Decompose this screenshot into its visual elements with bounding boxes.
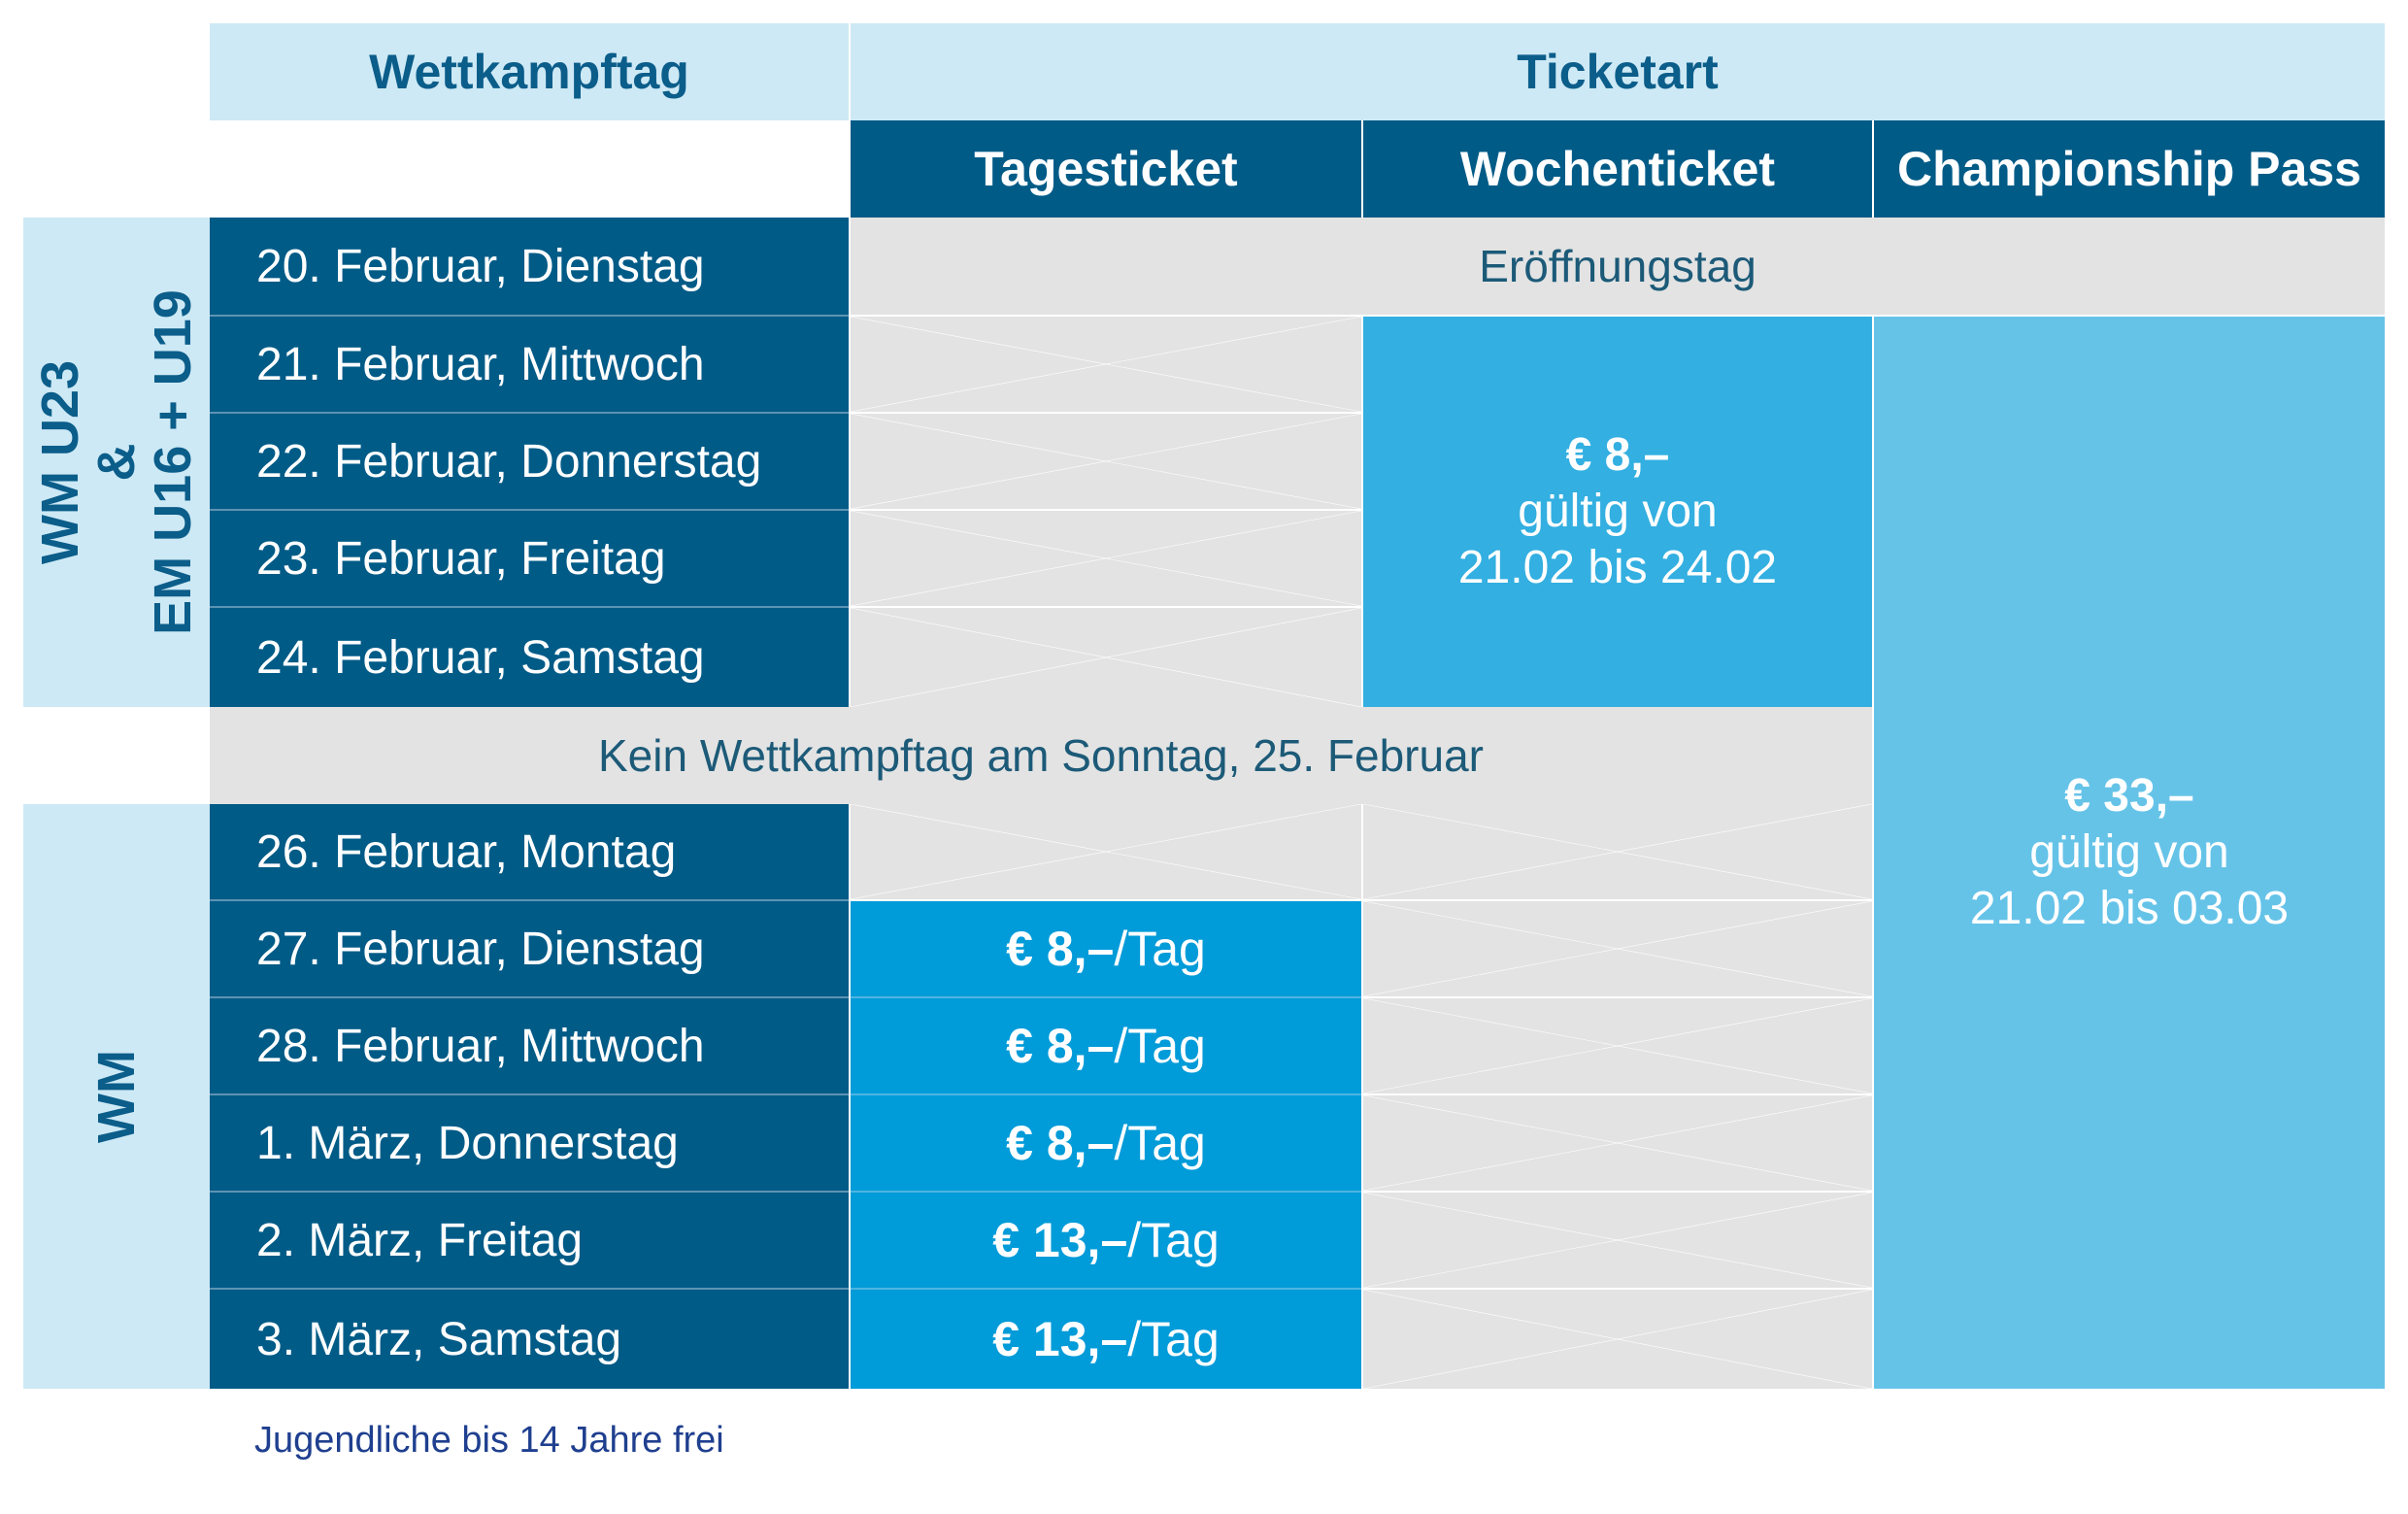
row-divider — [851, 1191, 1361, 1193]
header-wettkampftag-label: Wettkampftag — [369, 45, 689, 99]
unavailable-cell — [851, 804, 1361, 899]
unavailable-cell — [851, 414, 1361, 509]
header-championship-pass-label: Championship Pass — [1897, 142, 2361, 196]
unavailable-cell — [1363, 804, 1872, 899]
day-ticket-price-cell: € 8,–/Tag — [851, 1095, 1361, 1191]
cross-mark-icon — [851, 414, 1361, 509]
day-row-label: 24. Februar, Samstag — [210, 608, 849, 707]
day-row-label: 3. März, Samstag — [210, 1290, 849, 1389]
header-championship-pass: Championship Pass — [1874, 120, 2385, 218]
group-label-wm-u23-em-text: WM U23 & EM U16 + U19 — [31, 289, 203, 635]
cross-mark-icon — [1363, 1193, 1872, 1288]
cross-mark-icon — [1363, 901, 1872, 996]
cross-mark-icon — [851, 511, 1361, 606]
header-tagesticket-label: Tagesticket — [974, 142, 1238, 196]
cross-mark-icon — [1363, 1290, 1872, 1389]
day-row-label: 1. März, Donnerstag — [210, 1095, 849, 1191]
cross-mark-icon — [851, 317, 1361, 412]
championship-pass-price-block: € 33,– gültig von 21.02 bis 03.03 — [1874, 317, 2385, 1389]
day-ticket-price-cell: € 8,–/Tag — [851, 998, 1361, 1093]
day-row-label: 26. Februar, Montag — [210, 804, 849, 899]
cross-mark-icon — [1363, 804, 1872, 899]
day-ticket-price-cell: € 8,–/Tag — [851, 901, 1361, 996]
group-label-wm-text: WM — [86, 1050, 146, 1143]
row-divider — [210, 606, 849, 608]
unavailable-cell — [1363, 901, 1872, 996]
day-row-label: 22. Februar, Donnerstag — [210, 414, 849, 509]
day-row-label: 23. Februar, Freitag — [210, 511, 849, 606]
header-wochenticket: Wochenticket — [1363, 120, 1872, 218]
row-divider — [210, 412, 849, 414]
week-ticket-valid-label: gültig von — [1518, 486, 1718, 537]
row-divider — [851, 1093, 1361, 1095]
row-divider — [210, 315, 849, 317]
championship-pass-price: € 33,– — [2064, 770, 2194, 822]
header-tagesticket: Tagesticket — [851, 120, 1361, 218]
unavailable-cell — [851, 317, 1361, 412]
day-ticket-price-cell: € 13,–/Tag — [851, 1290, 1361, 1389]
day-row-label: 20. Februar, Dienstag — [210, 218, 849, 315]
row-divider — [210, 509, 849, 511]
row-divider — [210, 1191, 849, 1193]
header-ticketart: Ticketart — [851, 23, 2385, 120]
week-ticket-valid-range: 21.02 bis 24.02 — [1457, 542, 1778, 593]
header-wettkampftag: Wettkampftag — [210, 23, 849, 120]
header-wochenticket-label: Wochenticket — [1459, 142, 1776, 196]
unavailable-cell — [851, 608, 1361, 707]
day-row-label: 2. März, Freitag — [210, 1193, 849, 1288]
day-row-label: 21. Februar, Mittwoch — [210, 317, 849, 412]
cross-mark-icon — [851, 608, 1361, 707]
championship-pass-valid-range: 21.02 bis 03.03 — [1969, 883, 2290, 934]
header-ticketart-label: Ticketart — [1517, 45, 1719, 99]
opening-day-cell: Eröffnungstag — [851, 218, 2385, 315]
championship-pass-valid-label: gültig von — [2029, 826, 2229, 878]
row-divider — [210, 996, 849, 998]
cross-mark-icon — [1363, 998, 1872, 1093]
day-ticket-price-cell: € 13,–/Tag — [851, 1193, 1361, 1288]
unavailable-cell — [1363, 1095, 1872, 1191]
footnote: Jugendliche bis 14 Jahre frei — [254, 1420, 724, 1461]
unavailable-cell — [1363, 1193, 1872, 1288]
row-divider — [210, 899, 849, 901]
row-divider — [210, 1288, 849, 1290]
cross-mark-icon — [851, 804, 1361, 899]
unavailable-cell — [1363, 1290, 1872, 1389]
week-ticket-price-block: € 8,– gültig von 21.02 bis 24.02 — [1363, 317, 1872, 707]
row-divider — [210, 1093, 849, 1095]
group-label-wm: WM — [23, 804, 210, 1389]
no-competition-day-cell: Kein Wettkampftag am Sonntag, 25. Februa… — [210, 707, 1872, 804]
group-label-wm-u23-em: WM U23 & EM U16 + U19 — [23, 218, 210, 707]
unavailable-cell — [851, 511, 1361, 606]
cross-mark-icon — [1363, 1095, 1872, 1191]
week-ticket-price: € 8,– — [1565, 429, 1670, 481]
day-row-label: 28. Februar, Mittwoch — [210, 998, 849, 1093]
row-divider — [851, 1288, 1361, 1290]
unavailable-cell — [1363, 998, 1872, 1093]
row-divider — [851, 996, 1361, 998]
day-row-label: 27. Februar, Dienstag — [210, 901, 849, 996]
